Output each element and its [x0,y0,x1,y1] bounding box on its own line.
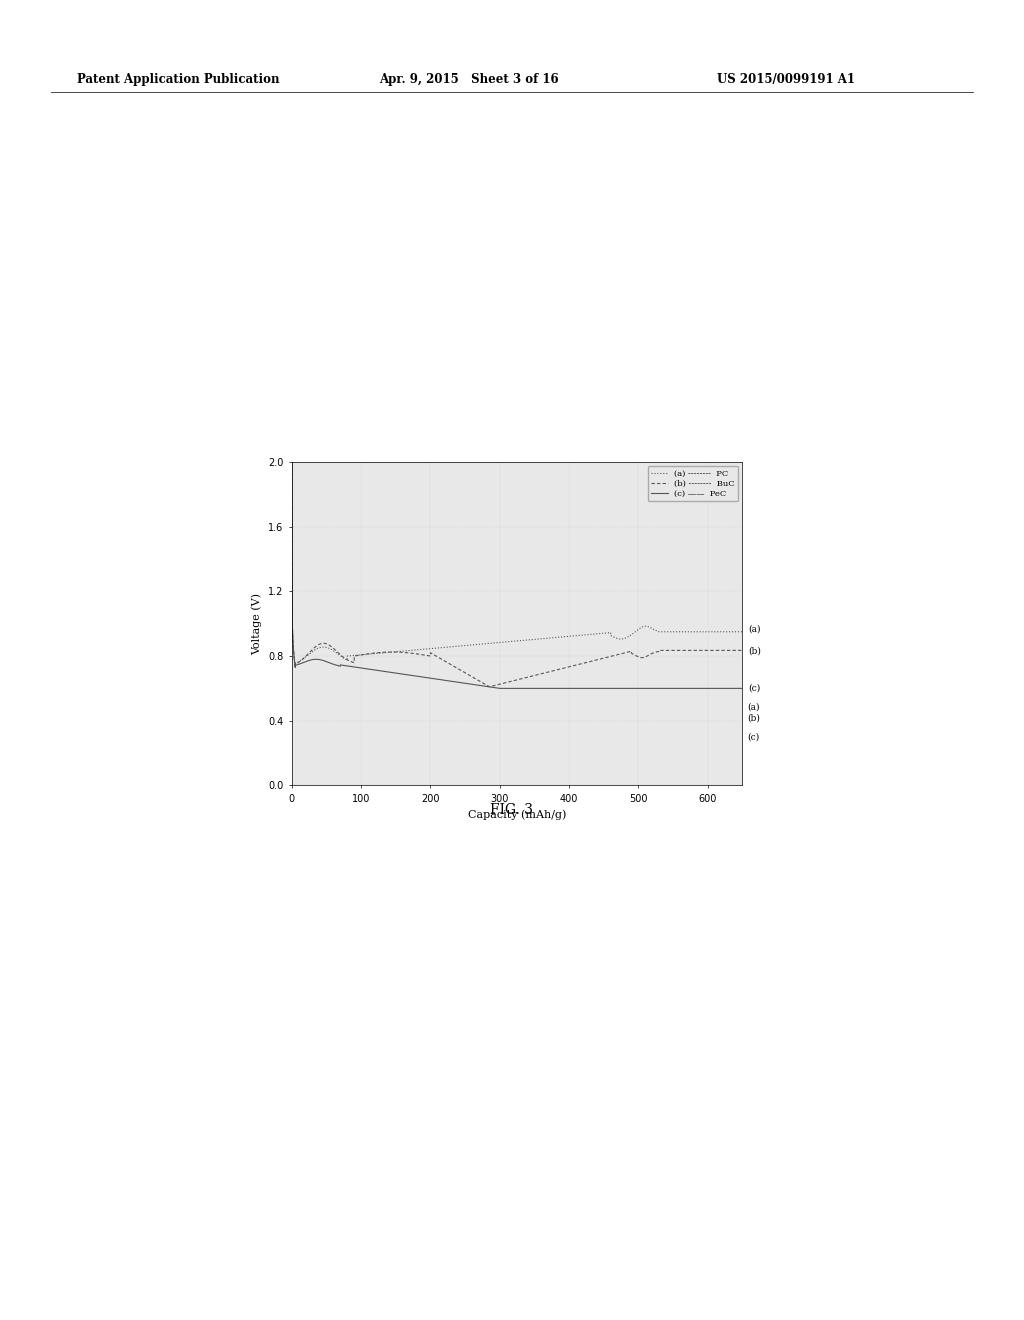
Y-axis label: Voltage (V): Voltage (V) [252,593,262,655]
Text: Apr. 9, 2015   Sheet 3 of 16: Apr. 9, 2015 Sheet 3 of 16 [379,73,558,86]
X-axis label: Capacity (mAh/g): Capacity (mAh/g) [468,809,566,820]
Text: (b): (b) [748,647,761,656]
Text: US 2015/0099191 A1: US 2015/0099191 A1 [717,73,855,86]
Text: Patent Application Publication: Patent Application Publication [77,73,280,86]
Text: (c): (c) [746,733,759,742]
Text: FIG. 3: FIG. 3 [490,803,534,817]
Legend: (a) --------  PC, (b) --------  BuC, (c) ——  PeC: (a) -------- PC, (b) -------- BuC, (c) —… [647,466,738,502]
Text: (a): (a) [748,624,761,634]
Text: (c): (c) [748,684,760,693]
Text: (a): (a) [746,702,760,711]
Text: (b): (b) [746,714,760,723]
